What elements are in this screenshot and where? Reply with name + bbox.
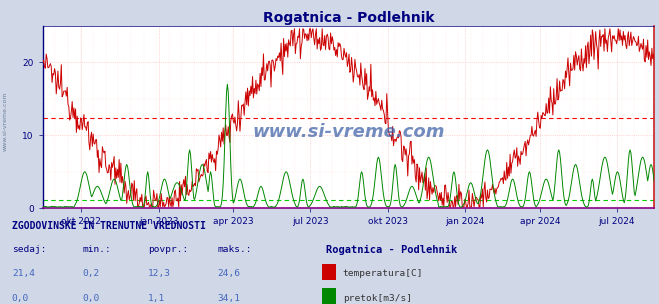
Text: 21,4: 21,4 [12,269,35,278]
Text: ZGODOVINSKE IN TRENUTNE VREDNOSTI: ZGODOVINSKE IN TRENUTNE VREDNOSTI [12,221,206,231]
Text: 0,2: 0,2 [82,269,100,278]
Text: www.si-vreme.com: www.si-vreme.com [252,123,445,141]
Text: 1,1: 1,1 [148,294,165,302]
Text: temperatura[C]: temperatura[C] [343,269,423,278]
Bar [322,288,336,304]
Text: povpr.:: povpr.: [148,245,188,254]
Title: Rogatnica - Podlehnik: Rogatnica - Podlehnik [263,11,434,25]
Text: 0,0: 0,0 [12,294,29,302]
Text: min.:: min.: [82,245,111,254]
Text: maks.:: maks.: [217,245,252,254]
Text: 0,0: 0,0 [82,294,100,302]
Text: Rogatnica - Podlehnik: Rogatnica - Podlehnik [326,245,457,255]
Text: sedaj:: sedaj: [12,245,46,254]
Text: 12,3: 12,3 [148,269,171,278]
Text: 24,6: 24,6 [217,269,241,278]
Text: pretok[m3/s]: pretok[m3/s] [343,294,412,302]
Text: www.si-vreme.com: www.si-vreme.com [3,92,8,151]
Bar [322,264,336,280]
Text: 34,1: 34,1 [217,294,241,302]
